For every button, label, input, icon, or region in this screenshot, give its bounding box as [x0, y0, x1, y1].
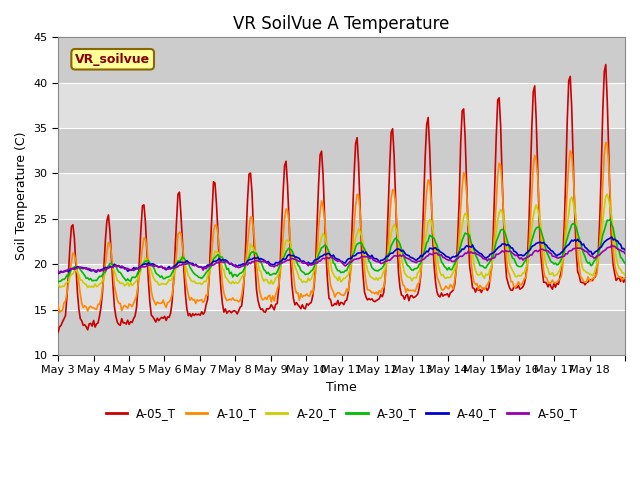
Title: VR SoilVue A Temperature: VR SoilVue A Temperature	[234, 15, 450, 33]
Bar	[58, 37, 625, 83]
X-axis label: Time: Time	[326, 381, 357, 394]
Bar	[58, 128, 625, 173]
Legend: A-05_T, A-10_T, A-20_T, A-30_T, A-40_T, A-50_T: A-05_T, A-10_T, A-20_T, A-30_T, A-40_T, …	[101, 402, 582, 425]
Bar	[58, 83, 625, 128]
Y-axis label: Soil Temperature (C): Soil Temperature (C)	[15, 132, 28, 261]
Bar	[58, 219, 625, 264]
Bar	[58, 264, 625, 310]
Bar	[58, 173, 625, 219]
Text: VR_soilvue: VR_soilvue	[75, 53, 150, 66]
Bar	[58, 310, 625, 355]
